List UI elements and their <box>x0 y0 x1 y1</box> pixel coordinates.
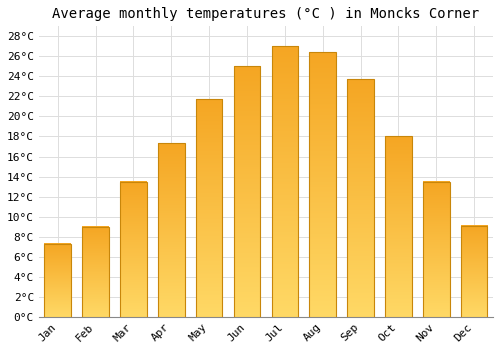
Bar <box>385 136 411 317</box>
Bar <box>120 182 146 317</box>
Title: Average monthly temperatures (°C ) in Moncks Corner: Average monthly temperatures (°C ) in Mo… <box>52 7 480 21</box>
Bar <box>272 46 298 317</box>
Bar <box>310 52 336 317</box>
Bar <box>82 227 109 317</box>
Bar <box>461 226 487 317</box>
Bar <box>348 79 374 317</box>
Bar <box>196 99 222 317</box>
Bar <box>44 244 71 317</box>
Bar <box>423 182 450 317</box>
Bar <box>234 66 260 317</box>
Bar <box>158 144 184 317</box>
